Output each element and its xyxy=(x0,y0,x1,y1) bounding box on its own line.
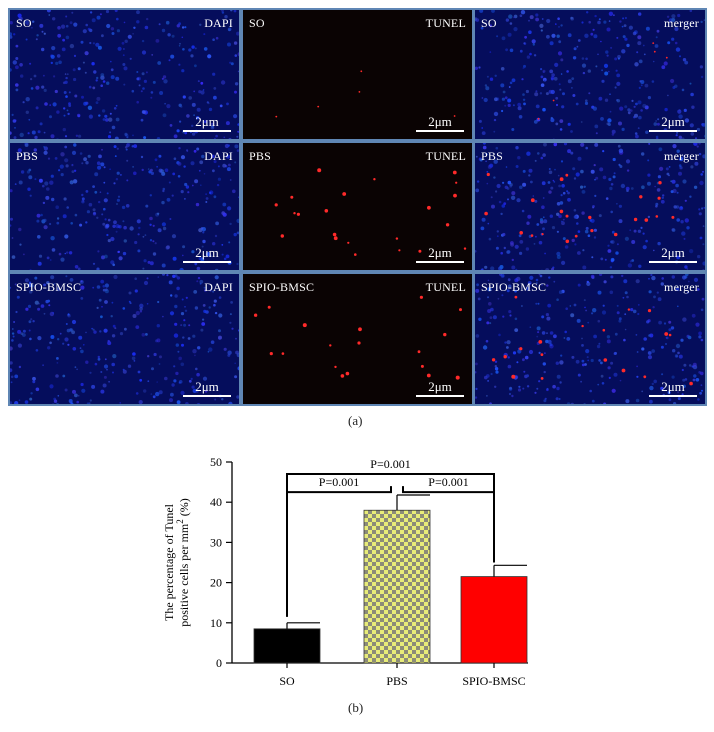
scale-bar-line xyxy=(183,261,231,263)
panel-so-dapi: SO DAPI 2μm xyxy=(8,8,241,141)
scale-bar: 2μm xyxy=(416,380,464,397)
panel-group-label: SO xyxy=(16,16,32,30)
panel-spio-bmsc-dapi: SPIO-BMSC DAPI 2μm xyxy=(8,272,241,406)
panel-spio-bmsc-merger: SPIO-BMSC merger 2μm xyxy=(473,272,707,406)
micrograph-texture xyxy=(10,143,239,270)
panel-channel-label: merger xyxy=(664,16,699,30)
scale-bar-line xyxy=(416,261,464,263)
scale-bar-label: 2μm xyxy=(195,114,219,129)
y-axis-label: The percentage of Tunelpositive cells pe… xyxy=(162,498,191,626)
panel-group-label: SPIO-BMSC xyxy=(481,280,547,294)
y-axis-label-unit: (%) xyxy=(177,498,191,519)
scale-bar: 2μm xyxy=(416,115,464,132)
micrograph-texture xyxy=(253,295,462,380)
panel-channel-label: DAPI xyxy=(204,16,233,30)
bar-so xyxy=(253,628,321,664)
panel-group-label: SO xyxy=(481,16,497,30)
panel-pbs-merger: PBS merger 2μm xyxy=(473,141,707,272)
p-value-label: P=0.001 xyxy=(319,475,359,489)
scale-bar-label: 2μm xyxy=(428,379,452,394)
y-axis-label-line1: The percentage of Tunel xyxy=(162,503,176,621)
scale-bar: 2μm xyxy=(649,115,697,132)
micrograph-texture xyxy=(475,10,705,139)
micrograph-texture xyxy=(475,274,705,404)
scale-bar-line xyxy=(649,261,697,263)
panel-group-label: PBS xyxy=(249,149,271,163)
micrograph-texture xyxy=(475,143,705,270)
x-tick-label: SO xyxy=(279,674,295,688)
panel-spio-bmsc-tunel: SPIO-BMSC TUNEL 2μm xyxy=(241,272,474,406)
scale-bar-line xyxy=(416,395,464,397)
panel-channel-label: merger xyxy=(664,149,699,163)
scale-bar-line xyxy=(183,395,231,397)
bar-spio-bmsc xyxy=(460,576,528,664)
tunel-bar-chart: 0 10 20 30 40 50 SO PBS SPIO-BMSC The percentage … xyxy=(162,455,528,688)
scale-bar-label: 2μm xyxy=(661,114,685,129)
panel-so-tunel: SO TUNEL 2μm xyxy=(241,8,474,141)
p-value-label: P=0.001 xyxy=(370,457,410,471)
x-tick-label: SPIO-BMSC xyxy=(462,674,525,688)
caption-b: (b) xyxy=(348,700,364,715)
y-tick-label: 40 xyxy=(210,495,222,509)
scale-bar-label: 2μm xyxy=(428,245,452,260)
micrograph-texture xyxy=(10,10,239,139)
panel-pbs-tunel: PBS TUNEL 2μm xyxy=(241,141,474,272)
scale-bar-label: 2μm xyxy=(661,245,685,260)
significance-bracket xyxy=(286,473,495,617)
scale-bar: 2μm xyxy=(183,246,231,263)
y-tick-label: 10 xyxy=(210,616,222,630)
panel-group-label: PBS xyxy=(16,149,38,163)
panel-channel-label: TUNEL xyxy=(425,149,466,163)
panel-so-merger: SO merger 2μm xyxy=(473,8,707,141)
scale-bar: 2μm xyxy=(416,246,464,263)
y-tick-label: 50 xyxy=(210,455,222,469)
y-tick-label: 0 xyxy=(216,656,222,670)
scale-bar-line xyxy=(183,130,231,132)
panel-channel-label: DAPI xyxy=(204,280,233,294)
panel-group-label: SPIO-BMSC xyxy=(249,280,315,294)
scale-bar-line xyxy=(416,130,464,132)
panel-channel-label: TUNEL xyxy=(425,16,466,30)
scale-bar-label: 2μm xyxy=(195,245,219,260)
micrograph-texture xyxy=(274,168,467,256)
caption-a: (a) xyxy=(348,413,363,428)
y-tick-label: 20 xyxy=(210,576,222,590)
panel-group-label: SO xyxy=(249,16,265,30)
scale-bar-label: 2μm xyxy=(428,114,452,129)
y-tick-label: 30 xyxy=(210,535,222,549)
panel-channel-label: DAPI xyxy=(204,149,233,163)
scale-bar-label: 2μm xyxy=(195,379,219,394)
y-axis-label-line2: positive cells per mm xyxy=(177,523,191,627)
panel-group-label: SPIO-BMSC xyxy=(16,280,82,294)
scale-bar: 2μm xyxy=(183,115,231,132)
panel-channel-label: TUNEL xyxy=(425,280,466,294)
scale-bar-line xyxy=(649,395,697,397)
panel-pbs-dapi: PBS DAPI 2μm xyxy=(8,141,241,272)
panel-channel-label: merger xyxy=(664,280,699,294)
panel-group-label: PBS xyxy=(481,149,503,163)
x-tick-label: PBS xyxy=(386,674,407,688)
scale-bar: 2μm xyxy=(649,380,697,397)
scale-bar: 2μm xyxy=(183,380,231,397)
p-value-label: P=0.001 xyxy=(428,475,468,489)
microscopy-panel-grid: SO DAPI 2μm SO TUNEL 2μm SO merger 2μm PBS DAPI 2μm… xyxy=(8,8,707,406)
scale-bar-label: 2μm xyxy=(661,379,685,394)
scale-bar: 2μm xyxy=(649,246,697,263)
bar-pbs xyxy=(363,509,431,664)
micrograph-texture xyxy=(10,274,239,404)
y-axis-label-superscript: 2 xyxy=(175,519,185,524)
scale-bar-line xyxy=(649,130,697,132)
micrograph-texture xyxy=(275,70,456,118)
